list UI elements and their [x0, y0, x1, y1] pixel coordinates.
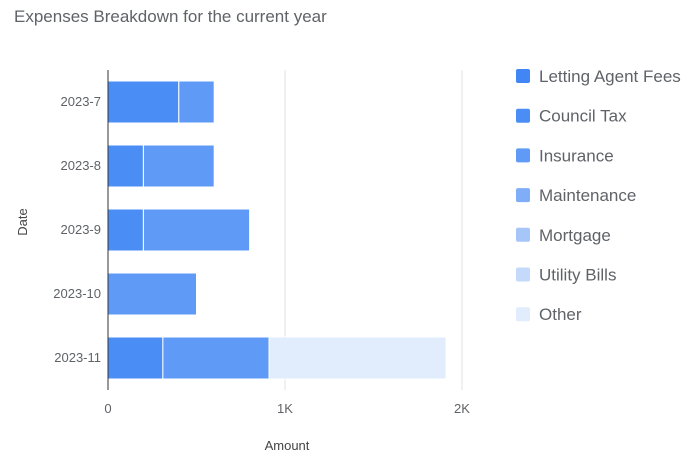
bar-2023-8-council-tax[interactable] — [107, 144, 144, 188]
chart-title: Expenses Breakdown for the current year — [14, 7, 327, 26]
legend-label-4: Mortgage — [539, 226, 611, 245]
legend-label-1: Council Tax — [539, 107, 627, 126]
bar-2023-9-council-tax[interactable] — [107, 208, 144, 252]
x-tick-label-0: 0 — [104, 401, 111, 416]
bar-2023-7-insurance[interactable] — [178, 80, 215, 124]
legend-item-council-tax[interactable]: Council Tax — [516, 107, 627, 126]
legend-item-letting-agent-fees[interactable]: Letting Agent Fees — [516, 67, 681, 86]
bar-2023-7-council-tax[interactable] — [107, 80, 180, 124]
legend-label-3: Maintenance — [539, 186, 636, 205]
bars — [107, 80, 447, 380]
bar-2023-11-other[interactable] — [268, 336, 447, 380]
x-tick-label-2: 2K — [454, 401, 470, 416]
legend-item-maintenance[interactable]: Maintenance — [516, 186, 636, 205]
x-axis-title: Amount — [265, 438, 310, 453]
legend-swatch-6 — [516, 307, 530, 322]
legend-swatch-4 — [516, 227, 530, 242]
bar-2023-8-insurance[interactable] — [142, 144, 215, 188]
bar-2023-9-insurance[interactable] — [142, 208, 251, 252]
y-tick-label-1: 2023-8 — [61, 158, 101, 173]
legend-item-insurance[interactable]: Insurance — [516, 146, 614, 165]
legend-swatch-2 — [516, 148, 530, 163]
legend-item-other[interactable]: Other — [516, 305, 582, 324]
y-tick-label-2: 2023-9 — [61, 222, 101, 237]
y-tick-label-3: 2023-10 — [53, 286, 101, 301]
legend-swatch-5 — [516, 267, 530, 282]
y-axis-title: Date — [15, 208, 30, 235]
legend-swatch-1 — [516, 108, 530, 123]
legend-item-mortgage[interactable]: Mortgage — [516, 226, 611, 245]
y-tick-label-0: 2023-7 — [61, 94, 101, 109]
tick-labels: 0 1K 2K 2023-7 2023-8 2023-9 2023-10 2023-11 — [53, 94, 470, 416]
bar-2023-11-insurance[interactable] — [162, 336, 270, 380]
legend-label-6: Other — [539, 305, 582, 324]
bar-2023-10-insurance[interactable] — [107, 272, 197, 316]
y-tick-label-4: 2023-11 — [54, 350, 101, 365]
legend-label-5: Utility Bills — [539, 266, 616, 285]
bar-2023-11-council-tax[interactable] — [107, 336, 164, 380]
legend-label-0: Letting Agent Fees — [539, 67, 681, 86]
x-tick-label-1: 1K — [277, 401, 293, 416]
legend-swatch-3 — [516, 188, 530, 203]
legend-label-2: Insurance — [539, 146, 614, 165]
legend: Letting Agent Fees Council Tax Insurance Ma… — [516, 67, 681, 324]
legend-swatch-0 — [516, 69, 530, 83]
legend-item-utility-bills[interactable]: Utility Bills — [516, 266, 616, 285]
